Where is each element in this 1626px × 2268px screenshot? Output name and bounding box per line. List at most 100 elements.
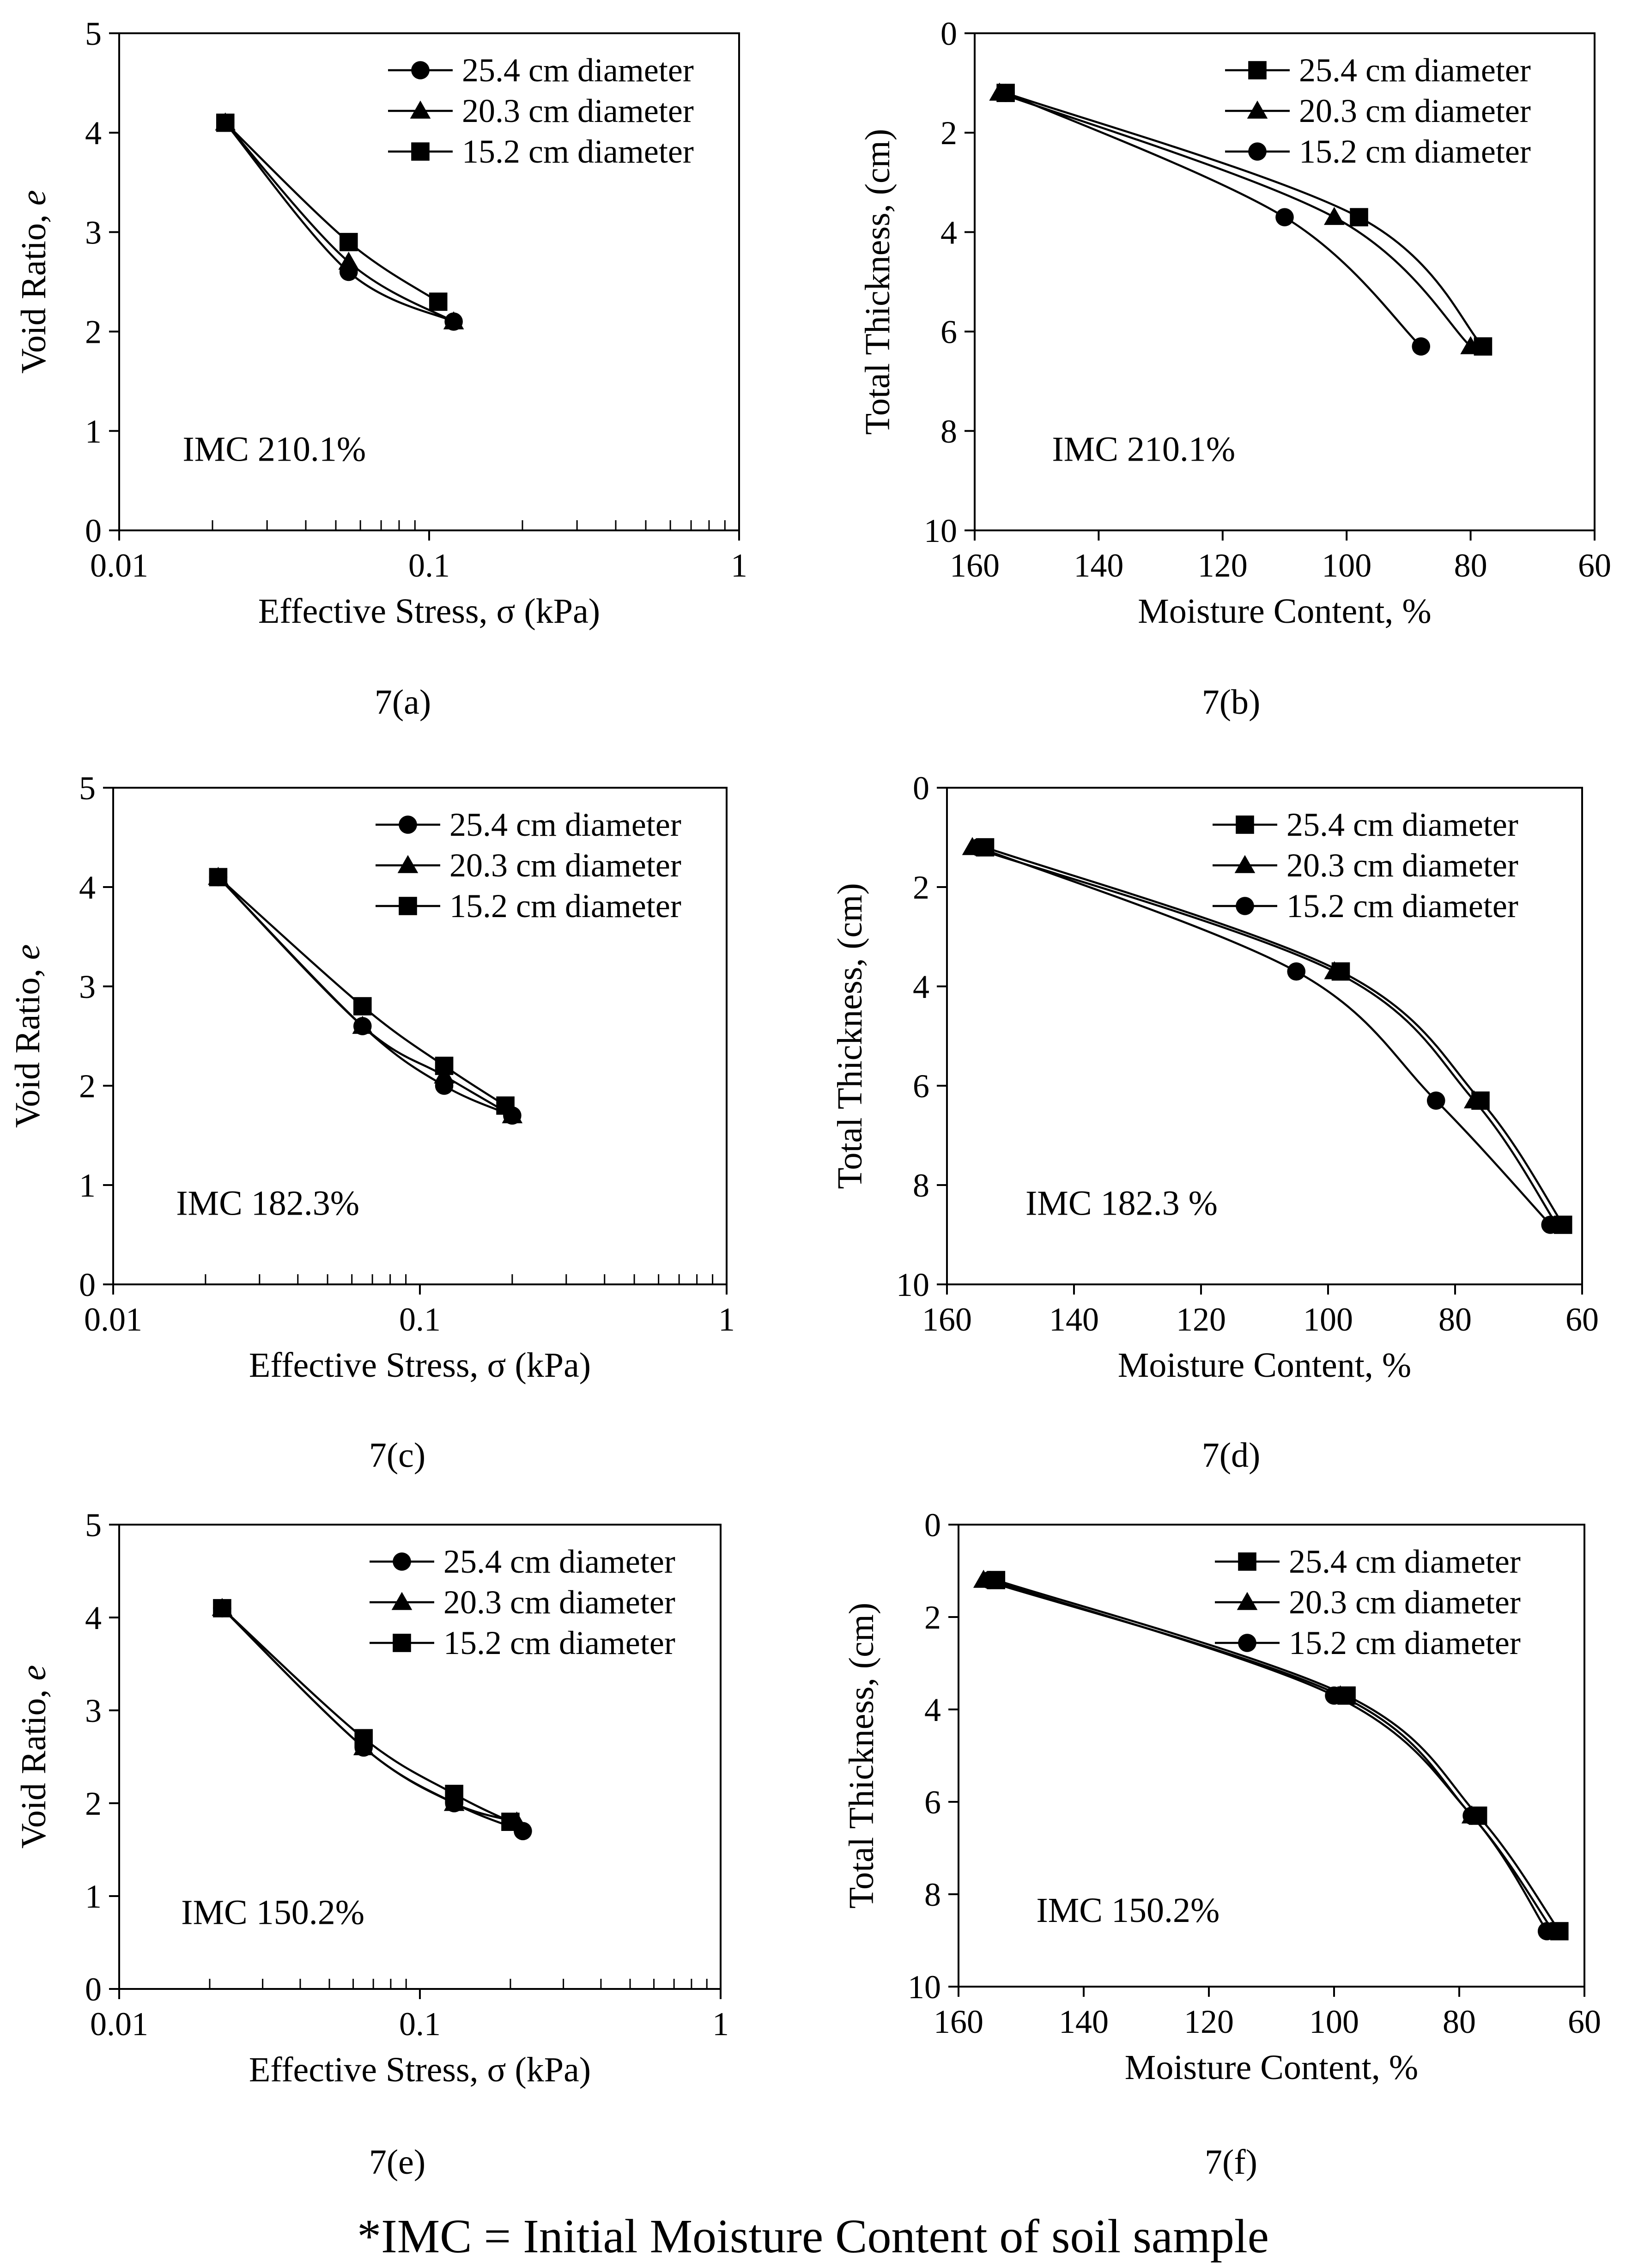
data-point-circle [1462,1806,1481,1825]
y-axis-label: Void Ratio, e [8,944,47,1128]
x-tick-label: 1 [712,2006,729,2043]
legend-marker-circle [399,815,417,834]
y-tick-label: 8 [913,1167,929,1204]
y-tick-label: 4 [79,869,96,906]
panel-7a: 0 1 2 3 4 5 0.01 0.1 1 Effective Stress, σ (kPa) V… [14,15,747,722]
panel-7c: 0 1 2 3 4 5 0.01 0.1 1 Effective Stress, σ (kPa) V… [8,770,735,1475]
y-tick-label: 4 [85,115,102,152]
series-line [221,1607,511,1823]
series-line [972,846,1558,1226]
legend-marker-triangle [1237,1592,1258,1610]
panel-caption: 7(a) [375,683,431,722]
series-line [1005,91,1484,347]
panel-caption: 7(d) [1202,1436,1261,1475]
y-tick-label: 4 [913,968,929,1005]
y-tick-label: 0 [940,15,957,52]
legend-label: 20.3 cm diameter [1299,92,1531,129]
x-tick-label: 0.01 [90,547,148,584]
legend-label: 15.2 cm diameter [462,133,694,170]
data-point-square [1350,208,1368,226]
imc-annotation: IMC 150.2% [1036,1891,1220,1930]
series-line [221,1607,517,1823]
y-axis-label: Total Thickness, (cm) [858,129,897,435]
x-tick-label: 160 [950,547,1000,584]
legend-label: 20.3 cm diameter [443,1584,675,1621]
y-tick-label: 0 [79,1266,96,1303]
data-point-triangle [1463,1090,1485,1108]
data-point-circle [1325,1686,1343,1705]
x-tick-label: 140 [1074,547,1123,584]
legend-marker-square [411,142,430,161]
x-axis-label: Moisture Content, % [1125,2048,1418,2087]
series-line [224,122,439,303]
legend-marker-circle [1248,142,1267,161]
legend-marker-circle [1236,897,1254,915]
y-tick-label: 8 [924,1876,941,1913]
x-tick-label: 140 [1059,2003,1109,2040]
data-point-circle [996,84,1015,102]
imc-annotation: IMC 210.1% [182,430,366,468]
data-point-circle [969,838,988,857]
legend-label: 15.2 cm diameter [1289,1624,1521,1661]
x-tick-label: 0.1 [399,2006,441,2043]
x-tick-label: 100 [1322,547,1371,584]
legend-marker-circle [393,1552,411,1571]
plot-frame [974,32,1596,531]
y-axis-label-text: Void Ratio, [8,960,47,1128]
footnote: *IMC = Initial Moisture Content of soil … [357,2210,1269,2263]
y-tick-label: 1 [85,1878,102,1915]
y-axis-label: Total Thickness, (cm) [842,1603,881,1909]
x-tick-label: 120 [1198,547,1248,584]
legend-label: 25.4 cm diameter [1286,806,1518,843]
series-line [999,91,1472,347]
y-tick-label: 0 [924,1507,941,1544]
data-point-circle [1275,208,1294,226]
legend-label: 25.4 cm diameter [462,52,694,89]
x-tick-label: 1 [731,547,747,584]
y-tick-label: 3 [85,1692,102,1729]
y-tick-label: 0 [85,512,102,549]
series-line [984,846,1564,1226]
y-axis-label-symbol: e [14,190,53,206]
data-point-triangle [1460,336,1481,354]
imc-annotation: IMC 182.3% [176,1184,359,1223]
y-tick-label: 4 [924,1691,941,1728]
series-line [224,122,455,323]
legend-label: 15.2 cm diameter [1286,888,1518,924]
y-tick-label: 10 [896,1266,929,1303]
x-tick-label: 0.1 [399,1301,441,1338]
legend-marker-circle [411,61,430,79]
x-axis-label: Moisture Content, % [1118,1346,1411,1385]
y-tick-label: 3 [85,214,102,251]
y-tick-label: 5 [85,1507,102,1544]
x-axis-label: Effective Stress, σ (kPa) [249,2050,591,2089]
y-axis-label-symbol: e [8,944,47,960]
x-tick-label: 120 [1176,1301,1226,1338]
y-axis-label: Total Thickness, (cm) [831,883,869,1189]
x-tick-label: 0.1 [408,547,450,584]
x-tick-label: 1 [718,1301,735,1338]
data-point-square [435,1057,454,1075]
y-tick-label: 10 [924,512,957,549]
panel-caption: 7(e) [369,2143,425,2182]
data-point-circle [1537,1922,1556,1940]
x-tick-label: 0.01 [84,1301,142,1338]
data-point-triangle [352,1015,373,1034]
legend-marker-triangle [410,100,431,119]
legend-label: 25.4 cm diameter [449,806,681,843]
legend-label: 20.3 cm diameter [462,92,694,129]
y-tick-label: 2 [79,1068,96,1105]
panel-caption: 7(f) [1205,2143,1257,2182]
series-line [217,876,513,1117]
data-point-triangle [443,311,464,329]
y-tick-label: 4 [85,1599,102,1636]
legend-label: 20.3 cm diameter [1286,847,1518,884]
legend-label: 20.3 cm diameter [1289,1584,1521,1621]
y-axis-label: Void Ratio, e [14,190,53,374]
x-tick-label: 140 [1049,1301,1099,1338]
y-tick-label: 4 [940,214,957,251]
x-tick-label: 60 [1568,2003,1601,2040]
legend-label: 25.4 cm diameter [1289,1543,1521,1580]
